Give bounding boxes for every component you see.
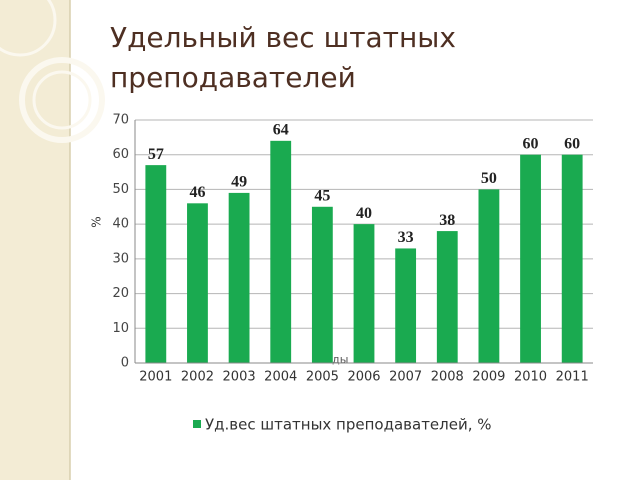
y-tick-label: 50 [112,182,129,197]
legend-label: Уд.вес штатных преподавателей, % [205,416,492,434]
data-label: 38 [439,212,455,229]
data-label: 57 [148,146,164,163]
data-label: 64 [273,122,289,139]
x-tick-label: 2009 [472,370,505,385]
bar [270,140,292,363]
bar [145,165,167,363]
bar [436,231,458,363]
bar [187,203,208,363]
x-tick-label: 2010 [514,370,547,385]
y-tick-label: 60 [112,147,129,162]
data-label: 60 [523,135,539,152]
x-tick-label: 2011 [556,370,589,385]
decor-circle [19,57,105,143]
bar [561,154,583,363]
x-tick-label: 2005 [306,370,339,385]
x-tick-label: 2003 [223,370,256,385]
y-tick-label: 0 [121,356,129,371]
x-tick-label: 2008 [431,370,464,385]
y-axis-label: % [90,216,104,227]
x-tick-label: 2002 [181,370,214,385]
data-label: 46 [189,184,205,201]
data-label: 49 [231,174,247,191]
bar [395,248,417,363]
bar [228,192,250,363]
data-label: 33 [398,229,414,246]
bar [520,154,541,363]
x-tick-label: 2007 [389,370,422,385]
y-tick-label: 30 [112,251,129,266]
bar [311,206,333,363]
y-tick-label: 40 [112,217,129,232]
data-label: 45 [314,187,330,204]
bar [353,224,375,363]
y-tick-label: 20 [112,286,129,301]
side-strip [0,0,70,480]
bar [478,189,500,363]
decor-circle [0,0,57,57]
y-tick-label: 70 [112,113,129,128]
x-tick-label: 2006 [347,370,380,385]
x-tick-label: 2004 [264,370,297,385]
chart-title: Удельный вес штатных преподавателей [110,21,456,94]
data-label: 40 [356,205,372,222]
decor-circle [32,70,92,130]
data-label: 50 [481,170,497,187]
data-label: 60 [564,135,580,152]
legend-swatch [193,420,201,428]
y-tick-label: 10 [112,321,129,336]
x-tick-label: 2001 [139,370,172,385]
